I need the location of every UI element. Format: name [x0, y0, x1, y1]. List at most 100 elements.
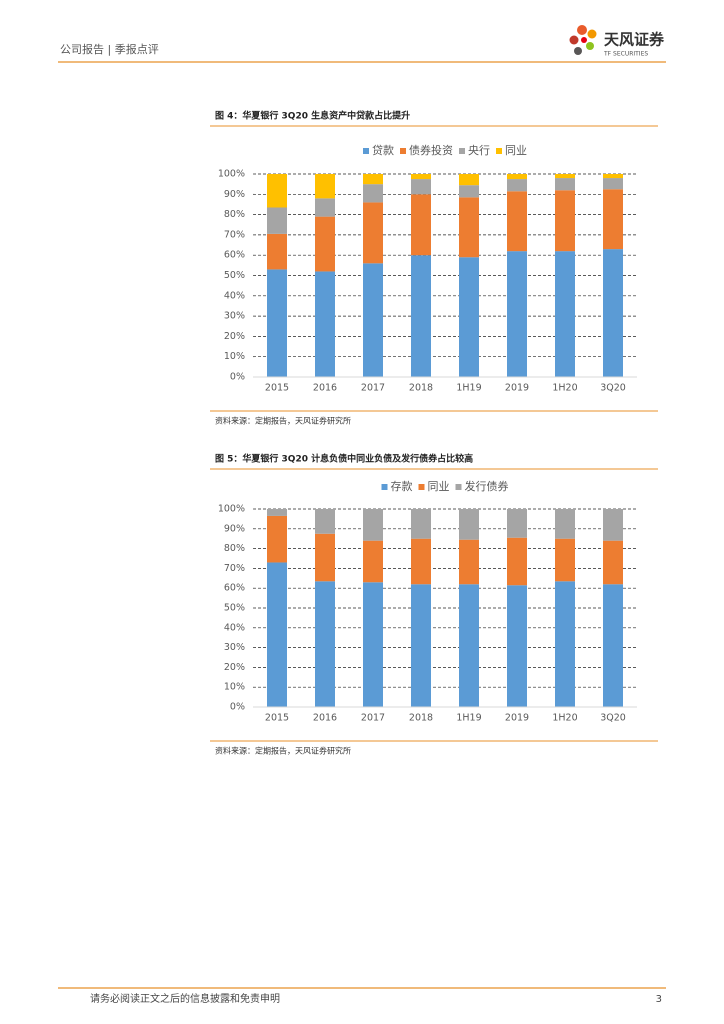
x-tick-label: 2019 — [505, 713, 529, 724]
x-tick-label: 1H20 — [552, 713, 577, 724]
bar-segment — [411, 194, 431, 256]
bar-segment — [315, 581, 335, 707]
y-tick-label: 30% — [224, 642, 245, 653]
bar-segment — [459, 509, 479, 540]
y-tick-label: 20% — [224, 331, 245, 342]
bar-segment — [459, 197, 479, 258]
logo — [569, 25, 597, 55]
x-tick-label: 2018 — [409, 383, 433, 394]
y-tick-label: 40% — [224, 290, 245, 301]
y-tick-label: 0% — [230, 372, 245, 383]
bar-segment — [267, 515, 287, 563]
bar-segment — [603, 249, 623, 377]
bar-segment — [315, 198, 335, 217]
y-tick-label: 60% — [224, 583, 245, 594]
bar-segment — [267, 509, 287, 516]
y-tick-label: 90% — [224, 523, 245, 534]
x-tick-label: 2016 — [313, 383, 337, 394]
y-tick-label: 70% — [224, 563, 245, 574]
bar-segment — [411, 179, 431, 195]
bar-segment — [507, 537, 527, 586]
x-tick-label: 1H19 — [456, 383, 481, 394]
bar-segment — [363, 263, 383, 377]
bar-segment — [555, 509, 575, 539]
bar-segment — [315, 174, 335, 199]
legend-label: 存款 — [391, 479, 413, 493]
legend-label: 央行 — [468, 144, 490, 157]
legend-swatch — [496, 148, 502, 154]
bar-segment — [411, 255, 431, 377]
bar-segment — [507, 174, 527, 180]
bar-segment — [507, 179, 527, 192]
bar-segment — [363, 202, 383, 264]
bar-segment — [459, 257, 479, 377]
y-tick-label: 50% — [224, 270, 245, 281]
x-tick-label: 3Q20 — [600, 383, 626, 394]
x-tick-label: 3Q20 — [600, 713, 626, 724]
brand-en: TF SECURITIES — [603, 51, 648, 58]
bar-segment — [267, 269, 287, 377]
legend-swatch — [459, 148, 465, 154]
y-tick-label: 90% — [224, 189, 245, 200]
x-tick-label: 2015 — [265, 713, 289, 724]
bar-segment — [411, 509, 431, 539]
bar-segment — [267, 233, 287, 270]
legend-swatch — [400, 148, 406, 154]
x-tick-label: 2017 — [361, 383, 385, 394]
y-tick-label: 30% — [224, 311, 245, 322]
bar-segment — [555, 174, 575, 179]
bar-segment — [603, 509, 623, 541]
legend-label: 贷款 — [372, 143, 394, 157]
bar-segment — [363, 509, 383, 541]
bar-segment — [555, 251, 575, 377]
y-tick-label: 100% — [218, 504, 245, 515]
x-tick-label: 2018 — [409, 713, 433, 724]
bar-segment — [411, 584, 431, 707]
y-tick-label: 0% — [230, 702, 245, 713]
bar-segment — [459, 539, 479, 585]
bar-segment — [507, 251, 527, 377]
bar-segment — [603, 540, 623, 585]
y-tick-label: 40% — [224, 622, 245, 633]
bar-segment — [603, 189, 623, 250]
x-tick-label: 1H19 — [456, 713, 481, 724]
bar-segment — [555, 190, 575, 252]
bar-segment — [555, 178, 575, 191]
x-tick-label: 2019 — [505, 383, 529, 394]
bar-segment — [603, 178, 623, 190]
legend-label: 同业 — [505, 144, 527, 157]
y-tick-label: 100% — [218, 169, 245, 180]
page-number: 3 — [656, 994, 662, 1005]
bar-segment — [555, 538, 575, 582]
disclaimer: 请务必阅读正文之后的信息披露和免责申明 — [90, 992, 280, 1005]
y-tick-label: 10% — [224, 351, 245, 362]
legend-swatch — [418, 484, 425, 490]
bar-segment — [363, 582, 383, 707]
bar-segment — [459, 584, 479, 707]
bar-segment — [459, 174, 479, 186]
bar-segment — [363, 540, 383, 583]
bar-segment — [315, 216, 335, 272]
bar-segment — [603, 584, 623, 707]
bar-segment — [507, 191, 527, 252]
bar-segment — [315, 271, 335, 377]
y-tick-label: 10% — [224, 682, 245, 693]
bar-segment — [315, 509, 335, 534]
legend-label: 同业 — [428, 480, 450, 493]
bar-segment — [267, 562, 287, 707]
bar-segment — [267, 174, 287, 208]
bar-segment — [363, 184, 383, 203]
bar-segment — [411, 174, 431, 180]
y-tick-label: 80% — [224, 209, 245, 220]
x-tick-label: 2016 — [313, 713, 337, 724]
figure-caption: 图 5：华夏银行 3Q20 计息负债中同业负债及发行债券占比较高 — [215, 453, 473, 465]
bar-segment — [315, 533, 335, 582]
x-tick-label: 2017 — [361, 713, 385, 724]
bar-segment — [555, 581, 575, 707]
legend-swatch — [455, 484, 462, 490]
legend-swatch — [381, 484, 388, 490]
source-note: 资料来源：定期报告，天风证券研究所 — [215, 746, 351, 756]
figure-caption: 图 4：华夏银行 3Q20 生息资产中贷款占比提升 — [215, 110, 410, 122]
legend-label: 债券投资 — [409, 143, 453, 157]
